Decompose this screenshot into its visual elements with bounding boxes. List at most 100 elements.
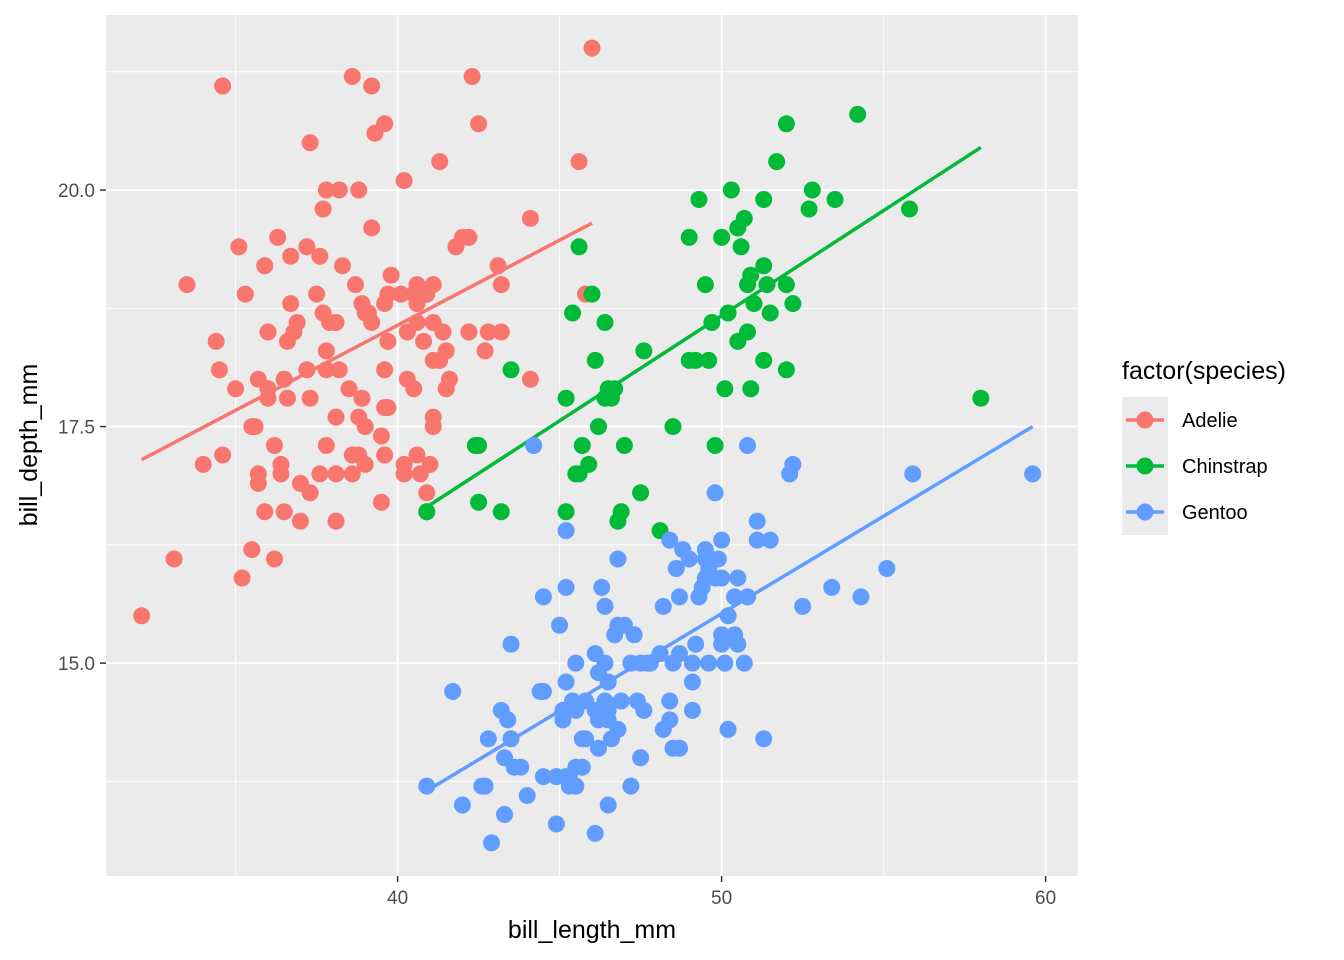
point-adelie bbox=[265, 550, 283, 568]
x-axis-title: bill_length_mm bbox=[508, 916, 676, 944]
point-gentoo bbox=[904, 465, 922, 483]
point-gentoo bbox=[794, 597, 812, 615]
point-chinstrap bbox=[755, 351, 773, 369]
point-adelie bbox=[256, 503, 274, 521]
point-chinstrap bbox=[703, 314, 721, 331]
point-adelie bbox=[327, 314, 345, 331]
point-gentoo bbox=[683, 654, 701, 672]
y-tick-label: 20.0 bbox=[58, 181, 95, 202]
point-chinstrap bbox=[557, 389, 575, 407]
minor-gridlines bbox=[106, 15, 1078, 876]
point-chinstrap bbox=[580, 455, 598, 473]
point-adelie bbox=[583, 39, 601, 57]
legend-point bbox=[1136, 457, 1154, 475]
point-gentoo bbox=[654, 597, 672, 615]
point-adelie bbox=[570, 153, 588, 171]
legend-point bbox=[1136, 503, 1154, 521]
point-gentoo bbox=[589, 739, 607, 757]
point-adelie bbox=[334, 257, 352, 275]
point-chinstrap bbox=[612, 503, 630, 521]
point-gentoo bbox=[651, 645, 669, 663]
point-gentoo bbox=[609, 720, 627, 738]
point-gentoo bbox=[573, 758, 591, 776]
point-chinstrap bbox=[826, 191, 844, 208]
point-gentoo bbox=[661, 531, 679, 549]
point-gentoo bbox=[1024, 465, 1042, 483]
fit-line-chinstrap bbox=[425, 145, 982, 509]
legend-label-adelie: Adelie bbox=[1182, 410, 1238, 432]
point-gentoo bbox=[496, 806, 514, 823]
point-chinstrap bbox=[758, 276, 776, 294]
legend-key-chinstrap: Chinstrap bbox=[1122, 443, 1268, 489]
point-chinstrap bbox=[755, 257, 773, 275]
fit-line-adelie bbox=[140, 221, 593, 462]
point-adelie bbox=[350, 181, 368, 199]
point-adelie bbox=[434, 323, 452, 341]
point-gentoo bbox=[557, 578, 575, 596]
point-gentoo bbox=[661, 692, 679, 710]
point-gentoo bbox=[823, 578, 841, 596]
point-gentoo bbox=[593, 578, 611, 596]
point-gentoo bbox=[748, 531, 766, 549]
point-adelie bbox=[463, 68, 481, 85]
point-adelie bbox=[194, 455, 212, 473]
x-tick-label: 40 bbox=[387, 888, 408, 909]
point-adelie bbox=[415, 332, 433, 350]
point-adelie bbox=[418, 484, 436, 502]
point-adelie bbox=[343, 68, 361, 85]
point-adelie bbox=[379, 399, 397, 417]
point-gentoo bbox=[596, 597, 614, 615]
point-gentoo bbox=[696, 541, 714, 559]
point-gentoo bbox=[687, 635, 705, 653]
point-adelie bbox=[330, 181, 348, 199]
point-adelie bbox=[298, 361, 316, 379]
point-gentoo bbox=[667, 560, 685, 577]
point-gentoo bbox=[729, 569, 747, 587]
point-adelie bbox=[437, 342, 455, 360]
point-gentoo bbox=[577, 730, 595, 748]
point-gentoo bbox=[713, 626, 731, 644]
point-chinstrap bbox=[418, 503, 436, 521]
point-adelie bbox=[233, 569, 251, 587]
point-adelie bbox=[476, 342, 494, 360]
point-chinstrap bbox=[761, 304, 779, 322]
point-gentoo bbox=[534, 588, 552, 606]
point-adelie bbox=[376, 446, 394, 464]
point-chinstrap bbox=[583, 285, 601, 303]
point-gentoo bbox=[735, 654, 753, 672]
x-tick-label: 60 bbox=[1035, 888, 1056, 909]
point-adelie bbox=[470, 115, 488, 133]
point-adelie bbox=[424, 276, 442, 294]
point-adelie bbox=[460, 323, 478, 341]
point-chinstrap bbox=[742, 266, 760, 284]
point-gentoo bbox=[739, 437, 757, 454]
point-adelie bbox=[405, 380, 423, 398]
point-chinstrap bbox=[972, 389, 990, 407]
point-gentoo bbox=[670, 645, 688, 663]
point-adelie bbox=[460, 228, 478, 246]
point-gentoo bbox=[557, 522, 575, 540]
point-chinstrap bbox=[784, 295, 802, 313]
point-adelie bbox=[363, 77, 381, 95]
point-adelie bbox=[236, 285, 254, 303]
point-chinstrap bbox=[690, 191, 708, 208]
point-adelie bbox=[489, 257, 507, 275]
point-gentoo bbox=[680, 550, 698, 568]
point-chinstrap bbox=[739, 323, 757, 341]
point-adelie bbox=[479, 323, 497, 341]
point-adelie bbox=[340, 380, 358, 398]
point-chinstrap bbox=[735, 209, 753, 227]
point-gentoo bbox=[502, 635, 520, 653]
point-adelie bbox=[376, 115, 394, 133]
point-adelie bbox=[314, 200, 332, 218]
point-adelie bbox=[246, 418, 264, 436]
legend-title: factor(species) bbox=[1122, 357, 1286, 385]
point-adelie bbox=[395, 455, 413, 473]
point-adelie bbox=[317, 361, 335, 379]
point-gentoo bbox=[512, 758, 530, 776]
point-adelie bbox=[288, 314, 306, 331]
point-chinstrap bbox=[800, 200, 818, 218]
point-adelie bbox=[363, 219, 381, 237]
point-gentoo bbox=[547, 815, 565, 833]
point-gentoo bbox=[719, 607, 737, 625]
